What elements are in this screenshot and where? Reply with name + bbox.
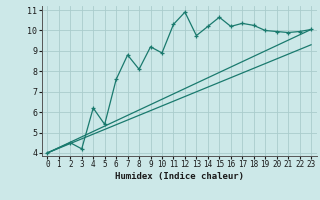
X-axis label: Humidex (Indice chaleur): Humidex (Indice chaleur) [115, 172, 244, 181]
